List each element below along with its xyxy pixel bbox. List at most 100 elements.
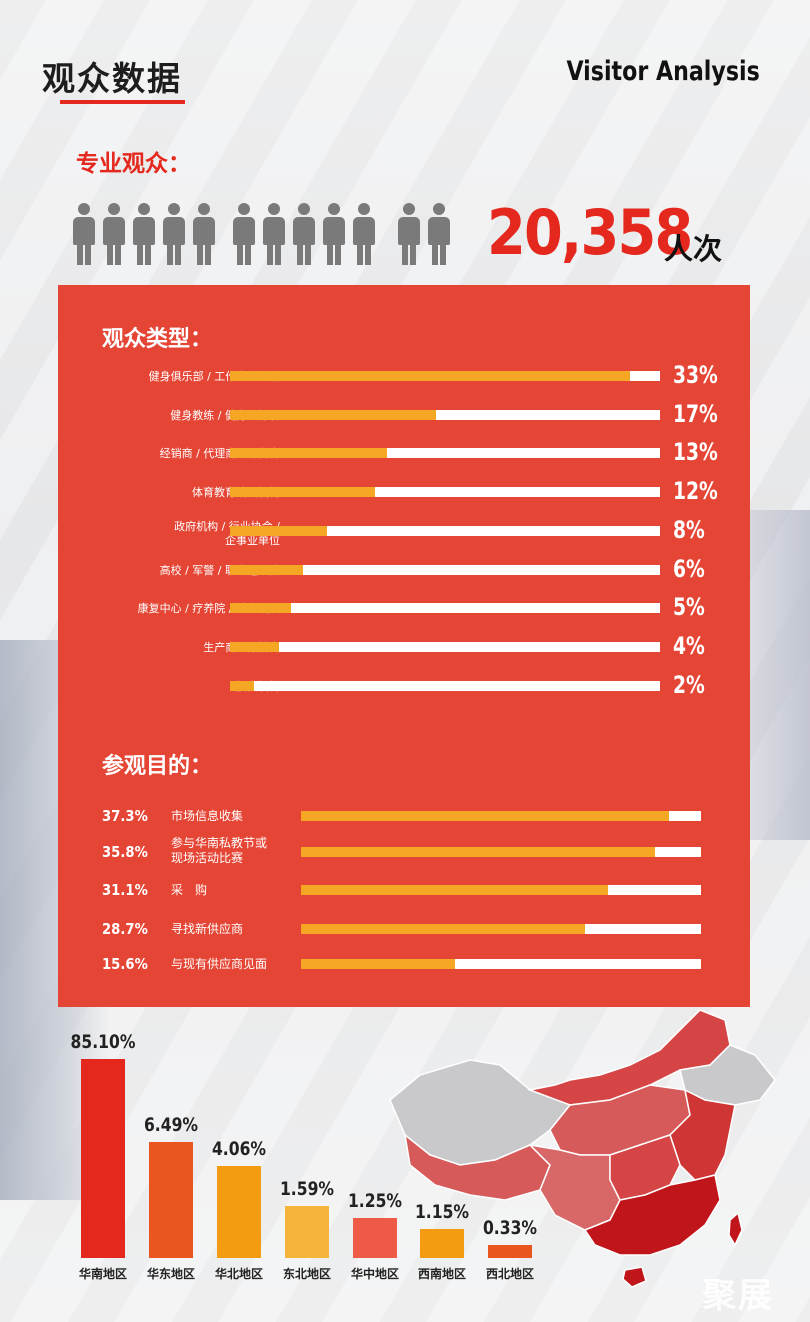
visitor-type-bar-fill xyxy=(230,603,291,613)
person-icon xyxy=(263,203,285,265)
purpose-bar-fill xyxy=(301,811,670,821)
visitor-type-percent: 4% xyxy=(673,632,705,660)
purpose-bar xyxy=(301,811,701,821)
purpose-bar xyxy=(301,959,701,969)
title-underline xyxy=(60,100,185,104)
visitor-types-title: 观众类型： xyxy=(102,327,213,352)
purpose-label: 采 购 xyxy=(171,883,208,897)
visitor-type-row: 康复中心 / 疗养院 / 地产酒店 5% xyxy=(58,593,750,627)
visitor-type-percent: 2% xyxy=(673,671,705,699)
pro-visitors-label: 专业观众： xyxy=(76,151,191,177)
visitor-type-row: 政府机构 / 行业协会 / 企事业单位 8% xyxy=(58,516,750,550)
visitor-type-percent: 17% xyxy=(673,400,718,428)
purpose-percent: 28.7% xyxy=(102,920,148,938)
stats-panel: 观众类型： 健身俱乐部 / 工作室 / 会所 33% 健身教练 / 健身爱好者 17%… xyxy=(58,285,750,1007)
visitor-type-bar xyxy=(230,565,660,575)
purpose-bar-fill xyxy=(301,847,655,857)
purpose-row: 37.3% 市场信息收集 xyxy=(58,807,750,841)
region-bar xyxy=(420,1229,464,1258)
purpose-label: 参与华南私教节或 现场活动比赛 xyxy=(171,836,267,866)
region-value-label: 1.25% xyxy=(347,1190,403,1212)
visitor-type-row: 健身俱乐部 / 工作室 / 会所 33% xyxy=(58,361,750,395)
region-category-label: 华北地区 xyxy=(214,1267,263,1281)
purpose-percent: 31.1% xyxy=(102,881,148,899)
visitor-type-bar-fill xyxy=(230,681,255,691)
person-icon xyxy=(398,203,420,265)
person-icon xyxy=(233,203,255,265)
region-category-label: 西北地区 xyxy=(485,1267,534,1281)
purpose-percent: 37.3% xyxy=(102,807,148,825)
pro-visitors-unit: 人次 xyxy=(664,232,723,266)
visitor-type-bar xyxy=(230,448,660,458)
visitor-type-bar-fill xyxy=(230,642,279,652)
visitor-type-bar xyxy=(230,487,660,497)
purpose-bar-fill xyxy=(301,924,585,934)
purpose-bar-fill xyxy=(301,959,455,969)
person-icon xyxy=(353,203,375,265)
page-subtitle: Visitor Analysis xyxy=(566,56,760,87)
visitor-type-percent: 12% xyxy=(673,477,718,505)
region-bar xyxy=(217,1166,261,1258)
region-value-label: 1.15% xyxy=(414,1201,470,1223)
purpose-label: 寻找新供应商 xyxy=(171,922,244,936)
map-region-southwest xyxy=(527,1143,621,1231)
purpose-percent: 15.6% xyxy=(102,955,148,973)
purpose-label-line: 参与华南私教节或 xyxy=(171,836,268,850)
visitor-type-bar xyxy=(230,526,660,536)
visitor-type-bar xyxy=(230,642,660,652)
region-category-label: 西南地区 xyxy=(417,1267,466,1281)
visitor-type-bar-fill xyxy=(230,371,630,381)
visitor-type-bar xyxy=(230,603,660,613)
purposes-title: 参观目的： xyxy=(102,754,213,779)
visitor-type-percent: 13% xyxy=(673,438,718,466)
purpose-row: 15.6% 与现有供应商见面 xyxy=(58,955,750,989)
person-icon xyxy=(293,203,315,265)
region-category-label: 华东地区 xyxy=(146,1267,195,1281)
region-value-label: 1.59% xyxy=(279,1178,335,1200)
page-title: 观众数据 xyxy=(42,59,182,98)
region-bar xyxy=(81,1059,125,1258)
visitor-type-bar-fill xyxy=(230,487,376,497)
visitor-type-bar-fill xyxy=(230,410,436,420)
purpose-row: 35.8% 参与华南私教节或 现场活动比赛 xyxy=(58,836,750,877)
region-value-label: 6.49% xyxy=(143,1114,199,1136)
purpose-bar-fill xyxy=(301,885,609,895)
purpose-row: 31.1% 采 购 xyxy=(58,881,750,915)
visitor-type-bar xyxy=(230,681,660,691)
person-icon xyxy=(193,203,215,265)
region-bar xyxy=(285,1206,329,1258)
purpose-bar xyxy=(301,847,701,857)
region-bar xyxy=(149,1142,193,1258)
region-category-label: 东北地区 xyxy=(282,1267,331,1281)
purpose-label-line: 现场活动比赛 xyxy=(171,851,244,865)
visitor-type-row: 体育教育培训机构12% xyxy=(58,477,750,511)
purpose-percent: 35.8% xyxy=(102,843,148,861)
purpose-bar xyxy=(301,885,701,895)
purpose-label: 与现有供应商见面 xyxy=(171,957,268,971)
person-icon xyxy=(103,203,125,265)
purpose-row: 28.7% 寻找新供应商 xyxy=(58,920,750,954)
region-value-label: 0.33% xyxy=(482,1217,538,1239)
visitor-type-bar xyxy=(230,410,660,420)
region-value-label: 85.10% xyxy=(70,1031,136,1053)
visitor-type-percent: 6% xyxy=(673,555,705,583)
visitor-type-row: 健身教练 / 健身爱好者 17% xyxy=(58,400,750,434)
region-value-label: 4.06% xyxy=(211,1138,267,1160)
person-icon xyxy=(73,203,95,265)
person-icon xyxy=(133,203,155,265)
visitor-type-bar xyxy=(230,371,660,381)
map-region-south xyxy=(583,1174,721,1256)
visitor-type-bar-fill xyxy=(230,448,388,458)
person-icon xyxy=(428,203,450,265)
visitor-type-percent: 5% xyxy=(673,593,705,621)
person-icon xyxy=(323,203,345,265)
region-bar xyxy=(488,1245,532,1258)
region-category-label: 华南地区 xyxy=(78,1267,127,1281)
person-icon xyxy=(163,203,185,265)
visitor-type-bar-fill xyxy=(230,526,327,536)
visitor-type-row: 投资机构2% xyxy=(58,671,750,705)
visitor-type-row: 经销商 / 代理商 / 零售商 13% xyxy=(58,438,750,472)
watermark-logo: 聚展 xyxy=(702,1276,774,1316)
pro-visitors-total: 20,358 xyxy=(487,196,693,269)
visitor-type-percent: 33% xyxy=(673,361,718,389)
